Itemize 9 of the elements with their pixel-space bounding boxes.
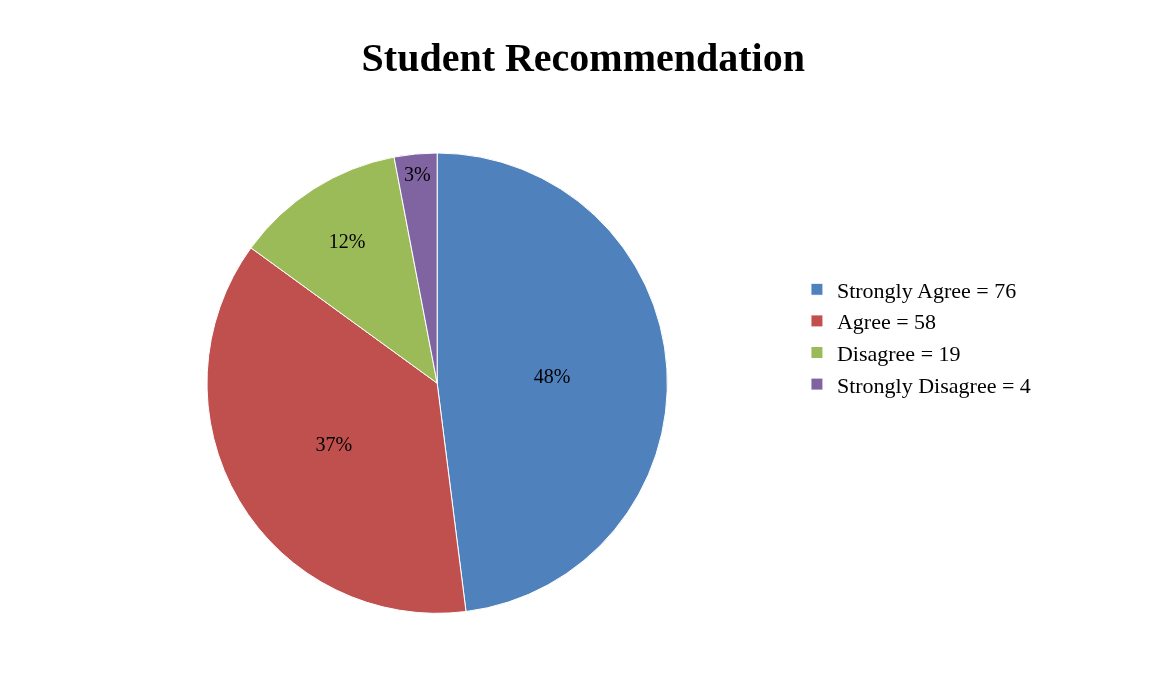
data-label: 3% — [404, 162, 431, 185]
data-label: 37% — [315, 433, 353, 456]
legend-label: Disagree = 19 — [836, 341, 961, 367]
legend-label: Agree = 58 — [836, 309, 937, 335]
data-label: 48% — [533, 364, 571, 387]
legend-label: Strongly Agree = 76 — [836, 277, 1017, 303]
legend-label: Strongly Disagree = 4 — [836, 372, 1031, 398]
data-label: 12% — [328, 230, 366, 253]
chart-title: Student Recommendation — [361, 35, 805, 81]
